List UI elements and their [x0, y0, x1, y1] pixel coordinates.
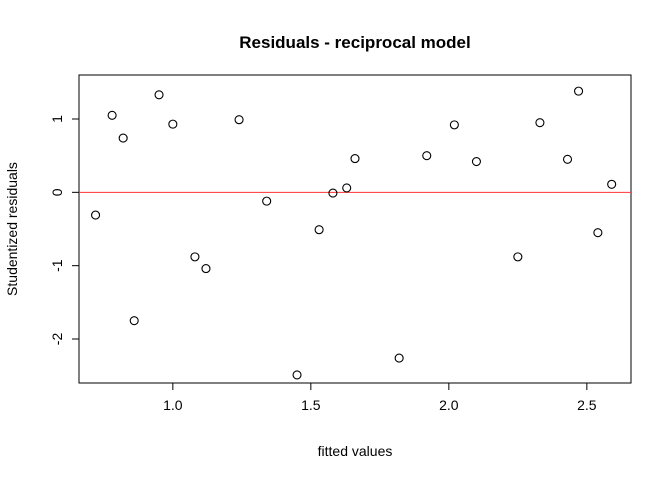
data-point [118, 133, 128, 143]
chart-title: Residuals - reciprocal model [239, 33, 470, 52]
x-tick-label: 1.5 [301, 397, 321, 413]
y-tick-label: 1 [49, 115, 65, 123]
data-point [91, 210, 101, 220]
data-point [328, 188, 338, 198]
data-point [574, 86, 584, 96]
data-point [593, 228, 603, 238]
x-axis-label: fitted values [318, 443, 393, 459]
y-axis-label: Studentized residuals [4, 162, 20, 296]
data-point [168, 119, 178, 129]
x-tick-label: 2.0 [439, 397, 459, 413]
data-point [314, 225, 324, 235]
data-point [513, 252, 523, 262]
data-point [449, 120, 459, 130]
y-axis: -2 -1 0 1 [49, 115, 80, 346]
data-points [91, 86, 617, 380]
data-point [607, 179, 617, 189]
data-point [234, 115, 244, 125]
data-point [350, 154, 360, 164]
x-tick-label: 2.5 [577, 397, 597, 413]
x-axis: 1.0 1.5 2.0 2.5 [163, 382, 597, 413]
data-point [471, 156, 481, 167]
data-point [262, 196, 272, 206]
x-tick-label: 1.0 [163, 397, 183, 413]
y-tick-label: -1 [49, 259, 65, 272]
data-point [107, 110, 117, 120]
data-point [394, 353, 404, 363]
data-point [292, 370, 302, 380]
y-tick-label: -2 [49, 333, 65, 346]
y-tick-label: 0 [49, 188, 65, 196]
data-point [190, 252, 200, 262]
data-point [129, 316, 139, 326]
data-point [342, 183, 352, 193]
plot-frame [78, 74, 632, 384]
data-point [201, 264, 211, 274]
data-point [154, 90, 164, 100]
data-point [562, 154, 573, 164]
data-point [535, 118, 545, 128]
data-point [422, 151, 432, 161]
